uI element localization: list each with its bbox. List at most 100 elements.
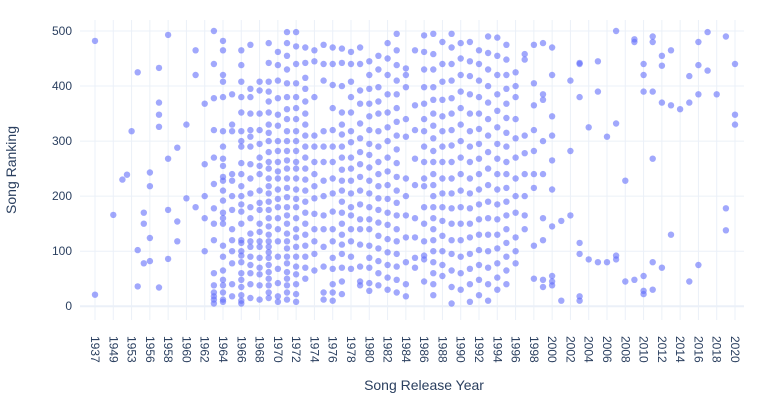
scatter-point [475,60,483,68]
scatter-point [302,165,309,172]
scatter-point [457,88,464,95]
scatter-point [484,33,492,40]
scatter-point [695,38,702,46]
scatter-point [393,77,400,84]
x-tick-label: 1990 [454,336,468,363]
scatter-point [411,254,419,261]
scatter-point [420,128,428,135]
scatter-point [274,226,282,233]
scatter-point [402,293,410,300]
x-tick-label: 1937 [88,336,102,363]
scatter-point [384,168,391,175]
scatter-point [247,133,254,140]
scatter-point [457,137,464,145]
scatter-point [347,265,355,272]
scatter-point [402,84,410,91]
scatter-point [457,121,464,128]
scatter-point [292,80,300,87]
scatter-point [375,206,382,214]
scatter-point [174,218,181,225]
scatter-point [695,61,702,69]
scatter-point [521,150,528,157]
scatter-point [530,184,538,192]
scatter-point [430,50,437,58]
scatter-point [484,49,492,57]
scatter-point [228,237,236,244]
scatter-point [338,143,346,150]
scatter-point [484,66,492,73]
scatter-point [375,245,382,252]
scatter-point [247,85,254,93]
scatter-point [366,126,373,134]
y-tick-label: 200 [52,189,72,203]
scatter-point [503,41,510,48]
scatter-point [512,93,519,101]
scatter-point [247,253,254,260]
scatter-point [366,264,373,271]
scatter-point [219,162,227,170]
data-points [91,27,739,307]
scatter-point [274,298,282,305]
scatter-point [265,39,272,47]
scatter-point [338,278,346,285]
x-tick-label: 1998 [527,336,541,363]
scatter-point [484,99,492,106]
x-tick-labels: 1937 1949 1953 1956 1958 1960 1962 1964 1966 1968… [88,336,742,363]
scatter-point [256,206,263,214]
scatter-point [140,209,147,216]
scatter-point [210,205,218,212]
scatter-point [439,232,446,239]
scatter-point [503,71,510,79]
scatter-point [238,159,245,167]
scatter-point [494,91,501,98]
scatter-point [292,165,300,172]
scatter-point [420,204,428,211]
scatter-point [247,243,254,250]
scatter-point [649,286,656,293]
scatter-point [457,220,464,227]
scatter-point [631,38,638,46]
scatter-point [283,212,291,219]
scatter-point [366,177,373,184]
scatter-point [292,281,300,288]
scatter-point [210,282,218,289]
scatter-point [548,157,556,164]
scatter-point [457,154,464,161]
scatter-point [475,276,483,283]
scatter-point [338,154,346,161]
scatter-point [366,216,373,223]
scatter-point [558,297,565,304]
scatter-point [640,71,647,79]
scatter-point [457,187,464,194]
scatter-point [155,123,163,130]
scatter-point [475,93,483,101]
x-tick-label: 1968 [253,336,267,363]
scatter-point [283,157,291,164]
scatter-point [503,100,510,107]
scatter-point [238,61,245,69]
scatter-point [676,106,684,113]
scatter-point [338,264,346,271]
x-tick-label: 1972 [289,336,303,363]
x-tick-label: 2016 [691,336,705,363]
scatter-point [457,237,464,244]
scatter-point [283,66,291,73]
scatter-point [503,114,510,122]
scatter-point [265,243,272,250]
scatter-point [448,60,455,68]
scatter-point [311,250,318,258]
scatter-point [265,78,272,85]
scatter-point [347,128,355,135]
scatter-point [384,235,391,243]
scatter-point [119,176,126,183]
scatter-point [466,128,474,135]
scatter-point [667,47,675,54]
scatter-point [356,173,364,181]
scatter-point [475,292,483,299]
scatter-point [347,204,355,211]
scatter-point [393,159,400,167]
scatter-point [530,41,538,48]
scatter-point [393,132,400,139]
scatter-point [448,175,455,182]
